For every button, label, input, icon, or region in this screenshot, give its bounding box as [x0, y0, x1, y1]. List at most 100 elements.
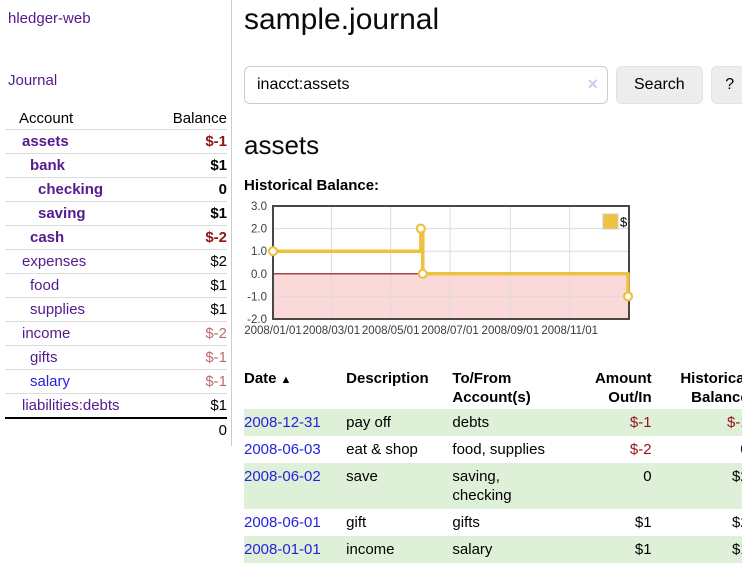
account-link[interactable]: checking — [38, 181, 104, 198]
transaction-date-link[interactable]: 2008-12-31 — [244, 414, 321, 431]
transaction-amount: $-1 — [629, 414, 652, 431]
account-balance: $-2 — [155, 321, 227, 346]
search-input[interactable] — [244, 66, 608, 104]
svg-text:3.0: 3.0 — [251, 201, 267, 213]
account-link[interactable]: saving — [38, 205, 86, 222]
register-header-row: Date ▲ Description To/From Account(s) Amount… — [244, 367, 742, 409]
register-row: 2008-12-31 pay off debts $-1 $-1 — [244, 409, 742, 436]
account-link[interactable]: expenses — [22, 253, 87, 270]
svg-text:-1.0: -1.0 — [247, 291, 267, 303]
transaction-accounts: salary — [452, 541, 493, 558]
account-link[interactable]: gifts — [30, 349, 58, 366]
svg-text:2008/03/01: 2008/03/01 — [303, 325, 361, 337]
transaction-description: pay off — [346, 414, 391, 431]
account-row: salary $-1 — [5, 369, 227, 394]
chart-title: Historical Balance: — [244, 177, 380, 194]
transaction-accounts: gifts — [452, 514, 480, 531]
register-table: Date ▲ Description To/From Account(s) Amount… — [244, 367, 742, 563]
transaction-description: eat & shop — [346, 441, 418, 458]
account-link[interactable]: food — [30, 277, 60, 294]
register-row: 2008-01-01 income salary $1 $1 — [244, 536, 742, 563]
sort-ascending-icon: ▲ — [280, 374, 292, 386]
clear-search-icon[interactable]: × — [587, 74, 598, 94]
account-balance: $2 — [155, 249, 227, 274]
transaction-description: save — [346, 468, 378, 485]
account-link[interactable]: assets — [22, 133, 69, 150]
legend-label: $ — [620, 215, 628, 230]
account-row: assets $-1 — [5, 129, 227, 154]
accounts-table-header: Account Balance — [5, 107, 227, 130]
account-link[interactable]: cash — [30, 229, 65, 246]
account-balance: $1 — [155, 273, 227, 298]
transaction-balance: $-1 — [727, 414, 742, 431]
register-column-header: Description — [346, 370, 429, 387]
transaction-balance: $1 — [732, 541, 742, 558]
main-content: sample.journal × Search ? assets Histori… — [232, 0, 742, 563]
accounts-table-body: assets $-1 bank $1 checking 0 saving $1 cash $-2 e… — [5, 129, 227, 419]
transaction-date-link[interactable]: 2008-06-01 — [244, 514, 321, 531]
svg-text:0.0: 0.0 — [251, 269, 267, 281]
account-row: supplies $1 — [5, 297, 227, 322]
svg-text:-2.0: -2.0 — [247, 314, 267, 326]
search-box: × — [244, 66, 608, 104]
transaction-amount: $1 — [634, 514, 652, 531]
account-row: expenses $2 — [5, 249, 227, 274]
transaction-accounts: debts — [452, 414, 490, 431]
transaction-date-link[interactable]: 2008-01-01 — [244, 541, 321, 558]
svg-text:2008/11/01: 2008/11/01 — [541, 325, 598, 337]
transaction-accounts: food, supplies — [452, 441, 545, 458]
account-link[interactable]: income — [22, 325, 71, 342]
account-link[interactable]: salary — [30, 373, 71, 390]
account-row: saving $1 — [5, 201, 227, 226]
svg-text:2.0: 2.0 — [251, 224, 267, 236]
account-column-header: Account — [5, 107, 155, 130]
account-balance: $-1 — [155, 369, 227, 394]
transaction-balance: 0 — [652, 436, 742, 463]
register-row: 2008-06-01 gift gifts $1 $2 — [244, 509, 742, 536]
account-row: food $1 — [5, 273, 227, 298]
accounts-total-balance: 0 — [155, 417, 227, 442]
sidebar: hledger-web Journal Account Balance asse… — [0, 0, 232, 446]
transaction-balance: $2 — [732, 468, 742, 485]
transaction-description: income — [346, 541, 395, 558]
transaction-description: gift — [346, 514, 367, 531]
register-column-header: Historical Balance — [680, 370, 742, 406]
account-balance: $-1 — [155, 345, 227, 370]
register-column-header: Amount Out/In — [594, 370, 652, 406]
account-link[interactable]: bank — [30, 157, 66, 174]
account-row: cash $-2 — [5, 225, 227, 250]
transaction-date-link[interactable]: 2008-06-03 — [244, 441, 321, 458]
account-balance: $1 — [155, 201, 227, 226]
sidebar-nav: Journal — [8, 72, 231, 89]
transaction-accounts: saving, checking — [452, 468, 512, 504]
transaction-amount: 0 — [643, 468, 652, 485]
legend-swatch — [602, 213, 619, 230]
brand-link[interactable]: hledger-web — [8, 10, 91, 27]
account-row: income $-2 — [5, 321, 227, 346]
account-row: gifts $-1 — [5, 345, 227, 370]
balance-column-header: Balance — [155, 107, 227, 130]
account-row: bank $1 — [5, 153, 227, 178]
account-heading: assets — [244, 130, 320, 160]
account-link[interactable]: supplies — [30, 301, 86, 318]
register-row: 2008-06-03 eat & shop food, supplies $-20 — [244, 436, 742, 463]
transaction-balance: $2 — [732, 514, 742, 531]
page-title: sample.journal — [244, 3, 440, 36]
transaction-amount: $-2 — [629, 441, 652, 458]
svg-text:2008/01/01: 2008/01/01 — [244, 325, 302, 337]
svg-text:2008/09/01: 2008/09/01 — [482, 325, 540, 337]
register-row: 2008-06-02 save saving, checking 0 $2 — [244, 463, 742, 509]
transaction-amount: $1 — [634, 541, 652, 558]
account-balance: $1 — [155, 297, 227, 322]
register-column-header: To/From Account(s) — [452, 370, 531, 406]
search-button[interactable]: Search — [616, 66, 703, 104]
account-row: checking 0 — [5, 177, 227, 202]
help-button[interactable]: ? — [710, 66, 742, 104]
transaction-date-link[interactable]: 2008-06-02 — [244, 468, 321, 485]
account-link[interactable]: liabilities:debts — [22, 397, 120, 414]
sidebar-item-journal[interactable]: Journal — [8, 72, 58, 89]
accounts-total-row: 0 — [5, 417, 227, 442]
account-balance: $-2 — [155, 225, 227, 250]
register-column-header[interactable]: Date ▲ — [244, 370, 292, 387]
